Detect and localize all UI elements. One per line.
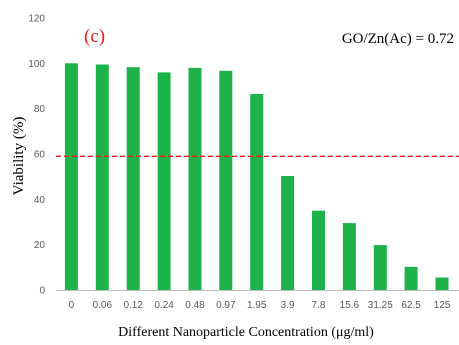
bar (404, 266, 418, 290)
bars-group (64, 63, 449, 291)
y-tick-labels: 0 20 40 60 80 100 120 (28, 14, 45, 297)
x-tick-label: 15.6 (340, 300, 360, 311)
bar (126, 67, 140, 290)
bar (64, 63, 78, 290)
y-tick-label: 80 (34, 104, 46, 115)
bar (342, 223, 356, 290)
ratio-annotation: GO/Zn(Ac) = 0.72 (342, 31, 454, 47)
y-tick-label: 0 (39, 286, 45, 297)
y-tick-label: 100 (28, 59, 45, 70)
bar (188, 67, 202, 291)
x-tick-label: 1.95 (247, 300, 267, 311)
x-tick-label: 0.97 (216, 300, 236, 311)
y-tick-label: 120 (28, 14, 45, 25)
x-tick-label: 0 (69, 300, 75, 311)
x-tick-label: 31.25 (368, 300, 393, 311)
x-tick-labels: 0 0.06 0.12 0.24 0.48 0.97 1.95 3.9 7.8 15.6 31.25… (69, 300, 451, 311)
bar (250, 93, 264, 291)
x-tick-label: 7.8 (312, 300, 326, 311)
y-axis-label: Viability (%) (11, 117, 27, 196)
x-axis-label: Different Nanoparticle Concentration (μg… (118, 325, 374, 340)
bar (281, 176, 295, 290)
x-tick-label: 62.5 (401, 300, 421, 311)
x-tick-label: 3.9 (281, 300, 295, 311)
y-tick-label: 40 (34, 195, 46, 206)
bar (373, 245, 387, 290)
bar (435, 277, 449, 290)
bar (312, 210, 325, 290)
panel-label: (c) (84, 26, 105, 47)
x-tick-label: 125 (434, 300, 451, 311)
y-tick-label: 20 (34, 240, 46, 251)
bar (219, 70, 233, 290)
x-tick-label: 0.06 (93, 300, 113, 311)
bar (95, 64, 109, 290)
x-tick-label: 0.12 (123, 300, 143, 311)
y-tick-label: 60 (34, 150, 46, 161)
x-tick-label: 0.24 (154, 300, 174, 311)
bar (157, 72, 171, 291)
x-tick-label: 0.48 (185, 300, 205, 311)
